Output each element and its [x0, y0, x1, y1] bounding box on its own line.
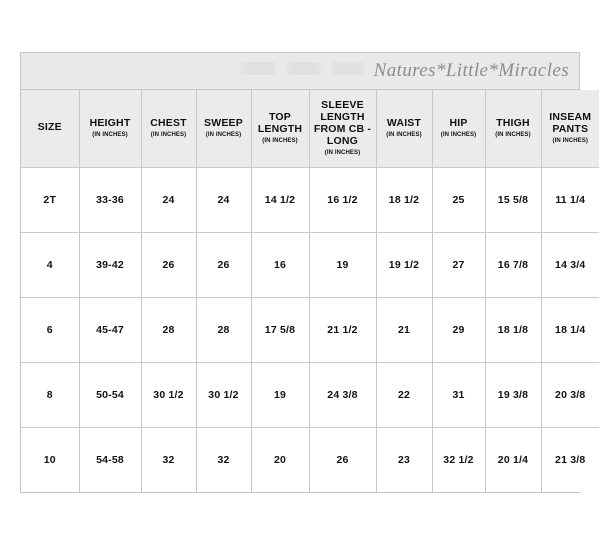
cell-inseam-pants: 18 1/4 [541, 297, 599, 363]
cell-thigh: 15 5/8 [485, 167, 542, 233]
cell-sleeve-length: 19 [309, 232, 377, 298]
cell-hip: 31 [432, 362, 486, 428]
column-header-label: HIP [449, 116, 468, 129]
cell-waist: 22 [376, 362, 433, 428]
cell-thigh: 18 1/8 [485, 297, 542, 363]
cell-size: 2T [21, 167, 80, 233]
cell-height: 45-47 [79, 297, 142, 363]
column-header-chest: CHEST (IN INCHES) [141, 90, 197, 168]
cell-sleeve-length: 26 [309, 427, 377, 492]
cell-inseam-pants: 11 1/4 [541, 167, 599, 233]
cell-hip: 25 [432, 167, 486, 233]
column-header-unit: (IN INCHES) [386, 131, 422, 138]
cell-sleeve-length: 16 1/2 [309, 167, 377, 233]
size-chart-table: SIZE HEIGHT (IN INCHES) CHEST (IN INCHES… [21, 90, 599, 492]
cell-inseam-pants: 20 3/8 [541, 362, 599, 428]
table-row: 10 54-58 32 32 20 26 23 32 1/2 20 1/4 21… [21, 427, 599, 492]
column-header-label: THIGH [496, 116, 530, 129]
cell-hip: 32 1/2 [432, 427, 486, 492]
cell-chest: 32 [141, 427, 197, 492]
cell-thigh: 19 3/8 [485, 362, 542, 428]
column-header-top-length: TOP LENGTH (IN INCHES) [251, 90, 310, 168]
cell-inseam-pants: 21 3/8 [541, 427, 599, 492]
table-row: 6 45-47 28 28 17 5/8 21 1/2 21 29 18 1/8… [21, 297, 599, 363]
column-header-size: SIZE [21, 90, 80, 168]
header-row: SIZE HEIGHT (IN INCHES) CHEST (IN INCHES… [21, 90, 599, 168]
column-header-unit: (IN INCHES) [92, 131, 128, 138]
column-header-height: HEIGHT (IN INCHES) [79, 90, 142, 168]
column-header-unit: (IN INCHES) [262, 137, 298, 144]
column-header-label: WAIST [386, 116, 422, 129]
cell-thigh: 20 1/4 [485, 427, 542, 492]
column-header-unit: (IN INCHES) [495, 131, 531, 138]
column-header-label: SWEEP [204, 116, 243, 129]
cell-sleeve-length: 24 3/8 [309, 362, 377, 428]
column-header-sweep: SWEEP (IN INCHES) [196, 90, 252, 168]
table-row: 8 50-54 30 1/2 30 1/2 19 24 3/8 22 31 19… [21, 362, 599, 428]
cell-size: 8 [21, 362, 80, 428]
brand-banner: Natures*Little*Miracles [21, 53, 579, 90]
column-header-sleeve-length: SLEEVE LENGTH FROM CB - LONG (IN INCHES) [309, 90, 377, 168]
table-header: SIZE HEIGHT (IN INCHES) CHEST (IN INCHES… [21, 90, 599, 168]
cell-chest: 26 [141, 232, 197, 298]
column-header-waist: WAIST (IN INCHES) [376, 90, 433, 168]
cell-height: 39-42 [79, 232, 142, 298]
size-chart-frame: Natures*Little*Miracles SIZE [20, 52, 599, 493]
cell-size: 10 [21, 427, 80, 492]
column-header-label: HEIGHT [89, 116, 131, 129]
brand-title: Natures*Little*Miracles [373, 60, 569, 81]
column-header-unit: (IN INCHES) [205, 131, 242, 138]
cell-sleeve-length: 21 1/2 [309, 297, 377, 363]
cell-top-length: 19 [251, 362, 310, 428]
column-header-label: SLEEVE LENGTH FROM CB - LONG [313, 98, 372, 147]
column-header-unit: (IN INCHES) [150, 131, 187, 138]
cell-hip: 29 [432, 297, 486, 363]
cell-sweep: 28 [196, 297, 252, 363]
column-header-inseam-pants: INSEAM PANTS (IN INCHES) [541, 90, 599, 168]
cell-waist: 23 [376, 427, 433, 492]
column-header-label: INSEAM PANTS [549, 110, 592, 135]
cell-sweep: 32 [196, 427, 252, 492]
column-header-unit: (IN INCHES) [440, 131, 477, 138]
cell-height: 54-58 [79, 427, 142, 492]
cell-waist: 18 1/2 [376, 167, 433, 233]
cell-waist: 19 1/2 [376, 232, 433, 298]
cell-size: 4 [21, 232, 80, 298]
table-body: 2T 33-36 24 24 14 1/2 16 1/2 18 1/2 25 1… [21, 167, 599, 492]
table-row: 4 39-42 26 26 16 19 19 1/2 27 16 7/8 14 … [21, 232, 599, 298]
cell-chest: 30 1/2 [141, 362, 197, 428]
column-header-unit: (IN INCHES) [324, 149, 361, 156]
cell-sweep: 30 1/2 [196, 362, 252, 428]
cell-top-length: 20 [251, 427, 310, 492]
cell-top-length: 16 [251, 232, 310, 298]
cell-height: 33-36 [79, 167, 142, 233]
cell-height: 50-54 [79, 362, 142, 428]
column-header-label: TOP LENGTH [257, 110, 303, 135]
cell-hip: 27 [432, 232, 486, 298]
cell-chest: 24 [141, 167, 197, 233]
cell-top-length: 14 1/2 [251, 167, 310, 233]
cell-top-length: 17 5/8 [251, 297, 310, 363]
table-row: 2T 33-36 24 24 14 1/2 16 1/2 18 1/2 25 1… [21, 167, 599, 233]
cell-chest: 28 [141, 297, 197, 363]
cell-inseam-pants: 14 3/4 [541, 232, 599, 298]
cell-thigh: 16 7/8 [485, 232, 542, 298]
column-header-label: CHEST [150, 116, 187, 129]
column-header-label: SIZE [37, 121, 62, 134]
cell-sweep: 24 [196, 167, 252, 233]
column-header-hip: HIP (IN INCHES) [432, 90, 486, 168]
cell-waist: 21 [376, 297, 433, 363]
column-header-thigh: THIGH (IN INCHES) [485, 90, 542, 168]
column-header-unit: (IN INCHES) [552, 137, 588, 144]
cell-size: 6 [21, 297, 80, 363]
cell-sweep: 26 [196, 232, 252, 298]
watermark-ghost [236, 62, 366, 75]
